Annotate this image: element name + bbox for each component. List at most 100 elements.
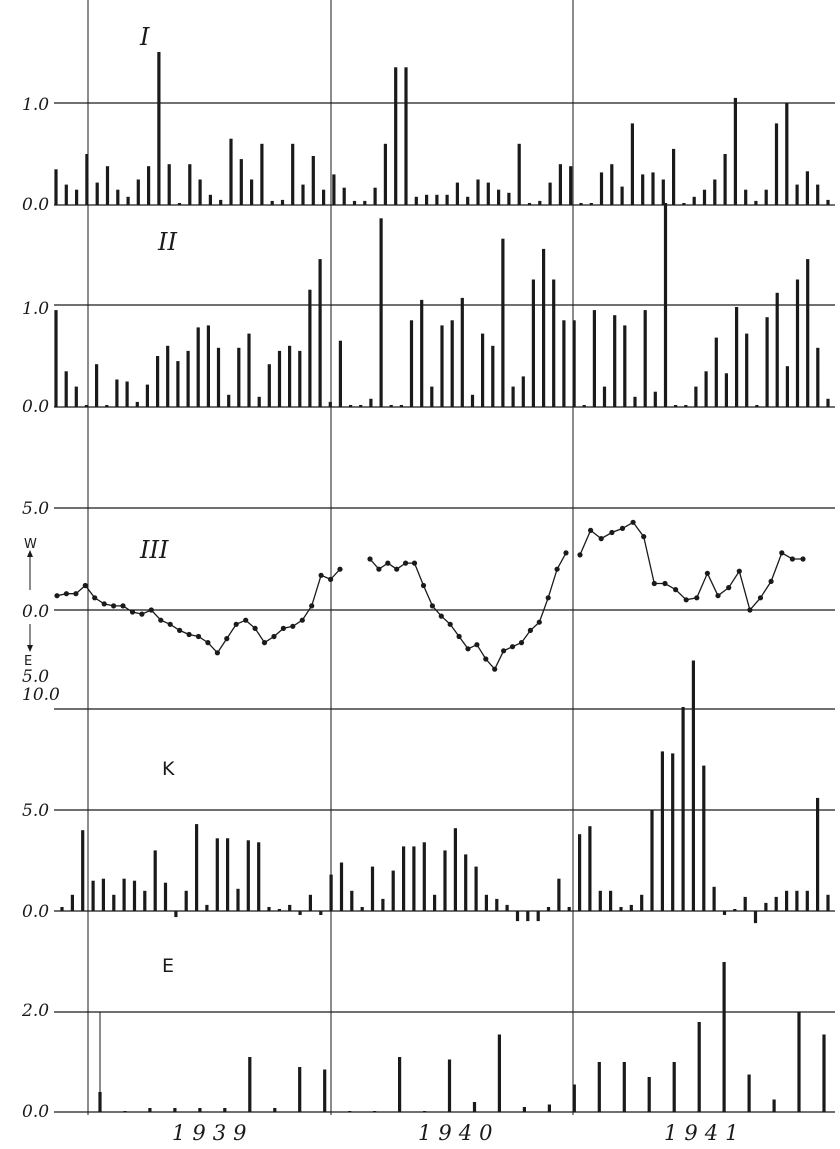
- bar: [822, 1034, 826, 1112]
- bar: [308, 894, 312, 911]
- annotation-W: W: [24, 537, 37, 552]
- data-point: [148, 607, 154, 613]
- panel-label-III: III: [139, 536, 169, 564]
- bar: [486, 182, 490, 205]
- bar: [206, 325, 210, 407]
- bar: [237, 347, 241, 407]
- bar: [198, 179, 202, 205]
- bar: [476, 179, 480, 205]
- arrow-down-icon: [27, 645, 33, 652]
- bar: [319, 911, 323, 915]
- bar: [363, 200, 367, 205]
- bar: [153, 850, 157, 911]
- data-point: [299, 617, 305, 623]
- bar: [273, 1108, 277, 1112]
- bar: [733, 909, 737, 911]
- bar: [558, 164, 562, 205]
- bar: [692, 196, 696, 205]
- data-point: [101, 601, 107, 607]
- data-point: [768, 578, 774, 585]
- bar: [547, 1104, 551, 1112]
- bar: [674, 405, 678, 407]
- data-point: [271, 633, 277, 640]
- bar: [95, 182, 99, 205]
- bar: [54, 310, 58, 407]
- data-point: [736, 568, 742, 574]
- bar: [205, 904, 209, 911]
- bar: [105, 405, 109, 407]
- bar: [712, 886, 716, 911]
- data-point: [779, 550, 785, 556]
- bar: [123, 1111, 127, 1113]
- data-point: [651, 580, 657, 587]
- bar: [423, 1111, 427, 1113]
- bar: [85, 154, 89, 205]
- bar: [447, 1059, 452, 1112]
- bar: [598, 890, 602, 911]
- data-point: [129, 609, 136, 615]
- series-line: [369, 552, 567, 671]
- data-point: [411, 560, 418, 566]
- bar: [622, 1062, 626, 1112]
- bar: [166, 345, 170, 407]
- bar: [250, 179, 254, 205]
- bar: [373, 187, 377, 205]
- bar: [743, 896, 747, 911]
- data-point: [337, 566, 343, 572]
- bar: [359, 405, 363, 407]
- bar: [722, 911, 727, 915]
- data-point: [800, 556, 806, 562]
- bar: [280, 199, 285, 205]
- bar: [70, 894, 74, 911]
- bar: [298, 911, 302, 915]
- bar: [629, 904, 633, 911]
- bar: [440, 325, 444, 407]
- bar: [301, 184, 305, 205]
- bar: [826, 894, 830, 911]
- bar: [145, 384, 149, 407]
- bar: [484, 894, 488, 911]
- arrow-up-icon: [27, 550, 33, 557]
- bar: [188, 164, 192, 205]
- bar: [536, 911, 540, 922]
- bar: [64, 371, 68, 407]
- grid-lines: [54, 0, 835, 1115]
- data-point: [158, 617, 164, 623]
- bar: [332, 174, 336, 205]
- bar: [227, 394, 231, 407]
- bar: [702, 765, 706, 911]
- data-point: [501, 648, 507, 654]
- bar: [470, 394, 475, 407]
- bar: [404, 67, 408, 205]
- bar: [267, 907, 271, 911]
- bar: [247, 333, 251, 407]
- bar: [704, 371, 708, 407]
- bar: [115, 379, 119, 407]
- bar: [765, 317, 769, 407]
- bar: [176, 361, 180, 407]
- tick-label-E-1: 2.0: [21, 1001, 49, 1021]
- bar: [660, 751, 664, 911]
- tick-label-K-1: 5.0: [22, 801, 49, 821]
- bar: [122, 878, 126, 911]
- bar: [785, 890, 789, 911]
- bar: [691, 660, 695, 911]
- bar: [163, 882, 168, 911]
- tick-label-III-0: 0.0: [22, 602, 49, 622]
- bar: [745, 333, 749, 407]
- bar: [501, 238, 505, 407]
- bar: [567, 907, 571, 911]
- bar: [755, 405, 759, 407]
- bar: [816, 797, 820, 911]
- bar: [223, 1108, 227, 1112]
- bar: [422, 842, 426, 911]
- bar: [805, 890, 809, 911]
- bar: [95, 364, 99, 407]
- bar: [589, 203, 593, 205]
- bar: [663, 203, 668, 407]
- bar: [450, 320, 454, 407]
- bar: [75, 189, 79, 205]
- bar: [453, 828, 457, 911]
- bar: [394, 67, 398, 205]
- bar: [298, 350, 302, 407]
